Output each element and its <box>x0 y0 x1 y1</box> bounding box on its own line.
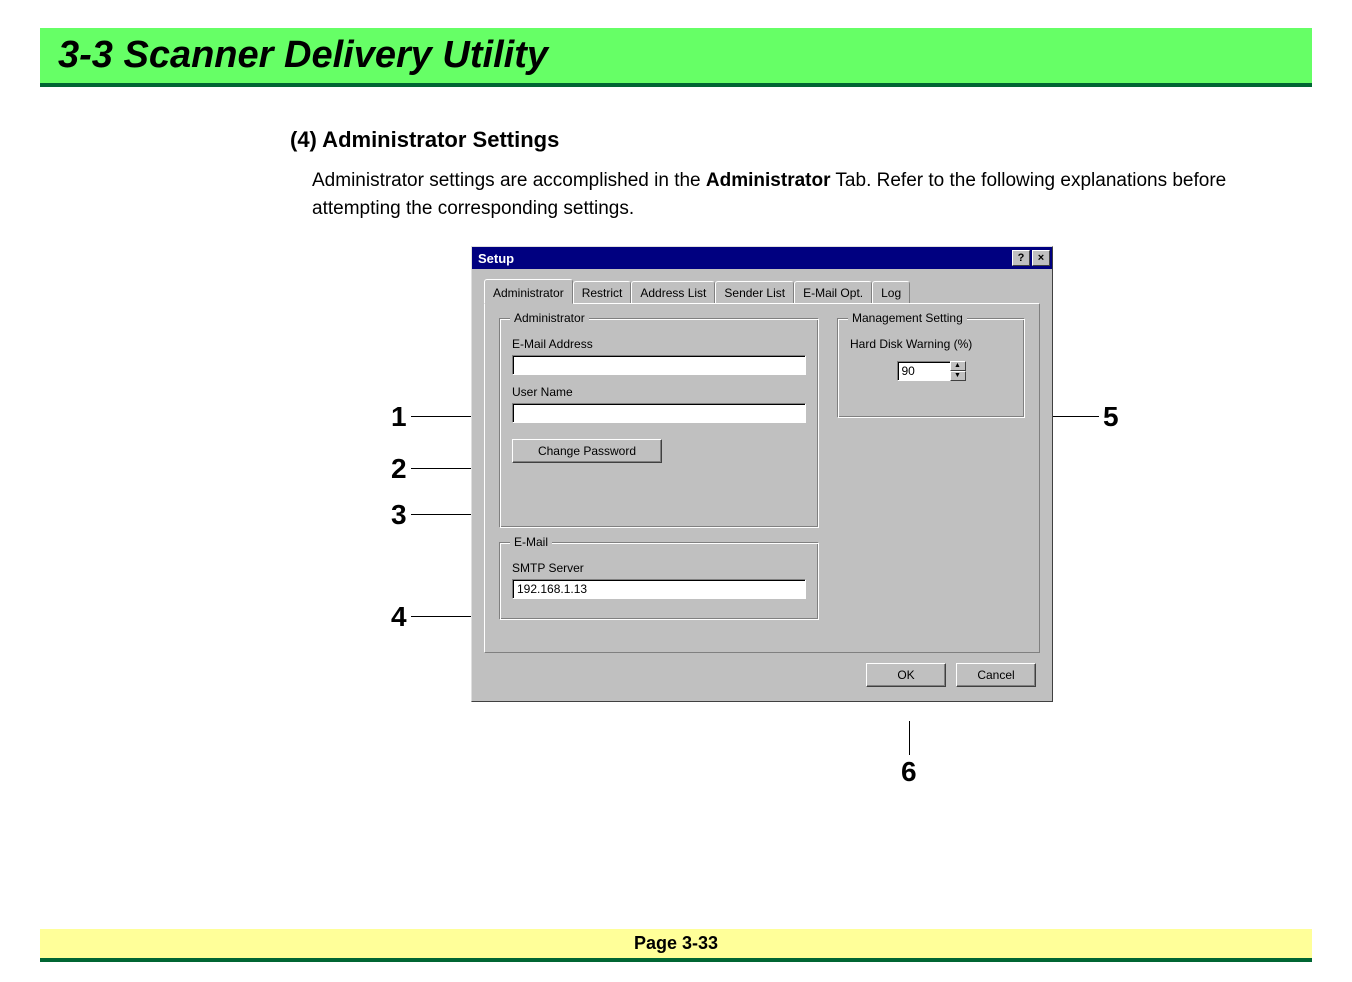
group-email: E-Mail SMTP Server <box>499 542 819 620</box>
spin-down-icon[interactable]: ▼ <box>950 371 966 381</box>
body-text-bold: Administrator <box>706 170 831 191</box>
group-email-legend: E-Mail <box>510 535 552 549</box>
tab-email-opt[interactable]: E-Mail Opt. <box>794 281 872 303</box>
dialog-area: 1 2 3 4 5 6 Setup ? × Administrator Rest… <box>391 246 1131 806</box>
tabstrip: Administrator Restrict Address List Send… <box>484 281 1040 303</box>
page-header: 3-3 Scanner Delivery Utility <box>40 28 1312 87</box>
content-area: (4) Administrator Settings Administrator… <box>290 127 1232 806</box>
titlebar: Setup ? × <box>472 247 1052 269</box>
subsection-title: (4) Administrator Settings <box>290 127 1232 153</box>
callout-1: 1 <box>391 401 407 433</box>
callout-2: 2 <box>391 453 407 485</box>
ok-button[interactable]: OK <box>866 663 946 687</box>
tab-sender-list[interactable]: Sender List <box>715 281 794 303</box>
page-title: 3-3 Scanner Delivery Utility <box>58 34 1312 77</box>
smtp-field[interactable] <box>512 579 806 599</box>
setup-dialog: Setup ? × Administrator Restrict Address… <box>471 246 1053 702</box>
hdd-value-input[interactable] <box>897 361 951 381</box>
dialog-title: Setup <box>478 251 514 266</box>
callout-4: 4 <box>391 601 407 633</box>
close-icon[interactable]: × <box>1032 250 1050 266</box>
tab-administrator[interactable]: Administrator <box>484 279 573 304</box>
smtp-label: SMTP Server <box>512 561 806 575</box>
page-footer: Page 3-33 <box>40 929 1312 962</box>
tab-log[interactable]: Log <box>872 281 910 303</box>
group-administrator: Administrator E-Mail Address User Name C… <box>499 318 819 528</box>
callout-3: 3 <box>391 499 407 531</box>
page-number: Page 3-33 <box>634 933 718 953</box>
tab-address-list[interactable]: Address List <box>631 281 715 303</box>
body-text-pre: Administrator settings are accomplished … <box>312 170 706 191</box>
change-password-button[interactable]: Change Password <box>512 439 662 463</box>
group-management: Management Setting Hard Disk Warning (%)… <box>837 318 1025 418</box>
hdd-label: Hard Disk Warning (%) <box>850 337 1012 351</box>
tab-restrict[interactable]: Restrict <box>573 281 632 303</box>
cancel-button[interactable]: Cancel <box>956 663 1036 687</box>
username-field[interactable] <box>512 403 806 423</box>
username-label: User Name <box>512 385 806 399</box>
help-icon[interactable]: ? <box>1012 250 1030 266</box>
group-mgmt-legend: Management Setting <box>848 311 967 325</box>
dialog-body: Administrator Restrict Address List Send… <box>472 269 1052 701</box>
hdd-spinner[interactable]: ▲ ▼ <box>897 361 966 381</box>
tab-panel: Administrator E-Mail Address User Name C… <box>484 303 1040 653</box>
callout-6-line <box>909 721 910 755</box>
email-field[interactable] <box>512 355 806 375</box>
body-text: Administrator settings are accomplished … <box>312 167 1232 222</box>
spin-up-icon[interactable]: ▲ <box>950 361 966 371</box>
callout-5: 5 <box>1103 401 1119 433</box>
callout-6: 6 <box>901 756 917 788</box>
email-label: E-Mail Address <box>512 337 806 351</box>
dialog-buttons: OK Cancel <box>484 653 1040 689</box>
group-admin-legend: Administrator <box>510 311 589 325</box>
